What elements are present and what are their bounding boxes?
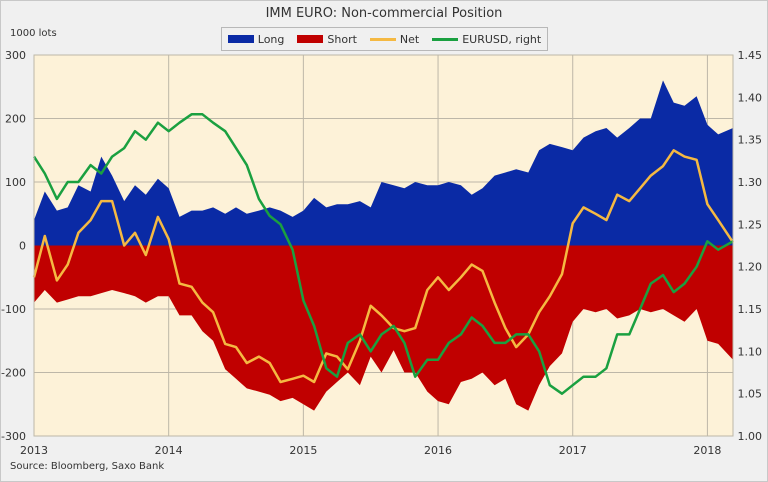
y-axis-unit-label: 1000 lots [10,28,57,39]
x-tick-label: 2015 [289,444,317,457]
y-tick-label: 200 [5,113,26,126]
y2-tick-label: 1.20 [738,261,763,274]
y-axis-left: 300 200 100 0 -100 -200 -300 [1,49,26,443]
y2-tick-label: 1.15 [738,303,763,316]
y2-tick-label: 1.25 [738,218,763,231]
legend-label-net: Net [399,32,420,46]
legend-label-short: Short [327,32,357,46]
short-area [34,245,733,411]
legend-item-long: Long [227,32,285,46]
x-tick-label: 2014 [155,444,183,457]
y2-tick-label: 1.00 [738,430,763,443]
x-tick-label: 2017 [559,444,587,457]
legend-label-long: Long [257,32,285,46]
x-tick-label: 2016 [424,444,452,457]
y2-tick-label: 1.05 [738,388,763,401]
legend-label-eurusd: EURUSD, right [462,32,542,46]
y2-tick-label: 1.45 [738,49,763,62]
x-tick-label: 2013 [20,444,48,457]
y-tick-label: -300 [1,430,26,443]
net-line [32,149,735,384]
y-tick-label: 0 [19,240,26,253]
y2-tick-label: 1.40 [738,91,763,104]
long-area [34,80,733,246]
legend-item-short: Short [297,33,357,46]
legend-swatch-net [369,37,396,41]
y2-tick-label: 1.10 [738,345,763,358]
y2-tick-label: 1.30 [738,176,763,189]
x-axis: 2013 2014 2015 2016 2017 2018 [20,444,721,457]
y-tick-label: -100 [1,303,26,316]
y-tick-label: 100 [5,176,26,189]
legend-swatch-short [297,35,324,43]
eurusd-line [32,113,734,395]
legend-swatch-eurusd [432,37,459,41]
y-tick-label: -200 [1,367,26,380]
chart-title: IMM EURO: Non-commercial Position [265,6,503,21]
legend: Long Short Net EURUSD, right [221,27,548,51]
y2-tick-label: 1.35 [738,134,763,147]
legend-item-net: Net [369,32,420,46]
y-axis-right: 1.45 1.40 1.35 1.30 1.25 1.20 1.15 1.10 1.05 1.00 [738,49,763,443]
legend-swatch-long [227,35,254,43]
source-note: Source: Bloomberg, Saxo Bank [10,461,165,472]
x-tick-label: 2018 [693,444,721,457]
y-tick-label: 300 [5,49,26,62]
legend-item-eurusd: EURUSD, right [432,33,541,46]
plot-border [33,54,734,437]
